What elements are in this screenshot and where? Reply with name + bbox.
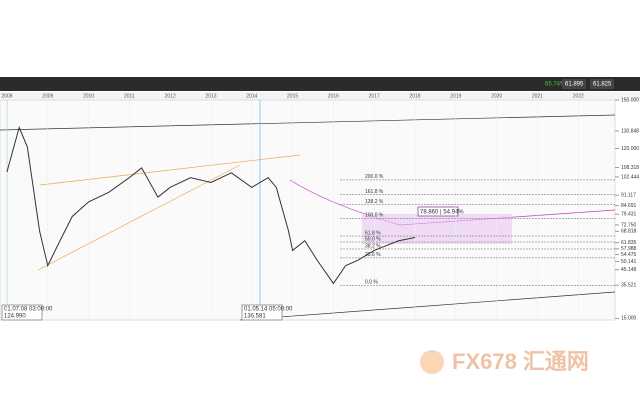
- bid-box[interactable]: [562, 79, 586, 89]
- fib-label: 0.0 %: [365, 280, 378, 286]
- x-tick-label: 2016: [328, 93, 339, 99]
- x-tick-label: 2008: [1, 93, 12, 99]
- x-tick-label: 2009: [42, 93, 53, 99]
- x-tick-label: 2014: [246, 93, 257, 99]
- watermark: FX678 汇通网: [452, 349, 589, 374]
- y-tick-label: 108.318: [621, 165, 639, 171]
- fib-label: 100.0 %: [365, 213, 384, 219]
- x-tick-label: 2015: [287, 93, 298, 99]
- fib-label: 38.2 %: [365, 243, 381, 249]
- fib-label: 138.2 %: [365, 199, 384, 205]
- y-tick-label: 150.000: [621, 97, 639, 103]
- fib-label: 200.0 %: [365, 174, 384, 180]
- fib-label: 23.6 %: [365, 252, 381, 258]
- watermark-logo: [420, 350, 444, 374]
- y-tick-label: 130.848: [621, 128, 639, 134]
- trend-line: [239, 291, 616, 321]
- x-tick-label: 2019: [450, 93, 461, 99]
- x-tick-label: 2012: [165, 93, 176, 99]
- trend-line: [0, 114, 616, 131]
- y-tick-label: 50.141: [621, 259, 637, 265]
- measure-box: [417, 206, 459, 217]
- y-tick-label: 57.988: [621, 246, 637, 252]
- ask[interactable]: 61.825: [593, 82, 612, 88]
- measure-area: [362, 214, 512, 244]
- y-tick-label: 45.148: [621, 267, 637, 273]
- bid[interactable]: 61.895: [565, 82, 584, 88]
- x-tick-label: 2017: [369, 93, 380, 99]
- x-tick-label: 2022: [573, 93, 584, 99]
- x-tick-label: 2011: [124, 93, 135, 99]
- y-tick-label: 84.691: [621, 203, 637, 209]
- change: 65.74%: [545, 82, 566, 88]
- y-tick-label: 61.835: [621, 240, 637, 246]
- tooltip-time: 01.07.08 03:00:00: [4, 307, 53, 313]
- y-tick-label: 102.444: [621, 174, 639, 180]
- x-tick-label: 2020: [491, 93, 502, 99]
- fib-label: 50.0 %: [365, 236, 381, 242]
- tooltip-price: 124.990: [4, 314, 26, 320]
- y-tick-label: 91.117: [621, 193, 636, 199]
- time-axis: [0, 92, 640, 100]
- x-tick-label: 2013: [205, 93, 216, 99]
- measure-label: 78.860 | 54.94%: [420, 210, 464, 216]
- ask-box[interactable]: [590, 79, 614, 89]
- toolbar: [0, 77, 640, 91]
- y-tick-label: 79.431: [621, 211, 637, 217]
- y-tick-label: 35.521: [621, 283, 637, 289]
- x-tick-label: 2021: [532, 93, 543, 99]
- tooltip-time: 01.05.14 05:00:00: [244, 307, 293, 313]
- tooltip: [1, 304, 43, 321]
- tooltip-price: 136.581: [244, 314, 266, 320]
- y-tick-label: 72.750: [621, 222, 637, 228]
- channel-line: [37, 164, 241, 271]
- chart-pane: [0, 99, 616, 321]
- y-tick-label: 120.000: [621, 146, 639, 152]
- y-tick-label: 68.818: [621, 229, 637, 235]
- price-line: [6, 125, 416, 285]
- fib-label: 61.8 %: [365, 230, 381, 236]
- x-tick-label: 2010: [83, 93, 94, 99]
- x-tick-label: 2018: [409, 93, 420, 99]
- y-tick-label: 15.000: [621, 316, 637, 322]
- fib-label: 161.8 %: [365, 189, 384, 195]
- y-tick-label: 54.475: [621, 252, 637, 258]
